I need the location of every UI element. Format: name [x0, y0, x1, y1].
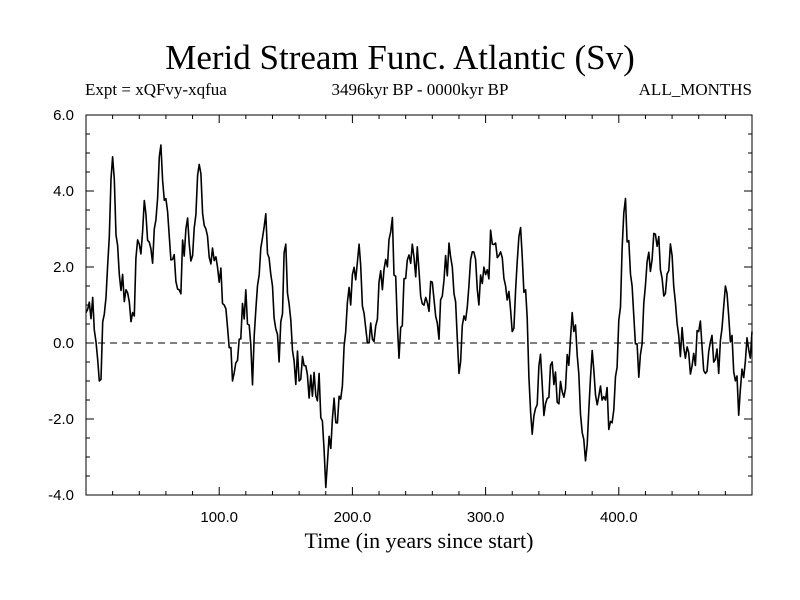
plot-frame [85, 114, 753, 496]
x-tick-label: 300.0 [467, 509, 505, 526]
x-tick-label: 200.0 [334, 509, 372, 526]
y-tick-label: 4.0 [53, 183, 74, 200]
chart-title: Merid Stream Func. Atlantic (Sv) [165, 38, 635, 77]
chart-subtitle-experiment: Expt = xQFvy-xqfua [85, 80, 227, 99]
chart-subtitle-period: 3496kyr BP - 0000kyr BP [331, 80, 509, 99]
y-tick-label: -4.0 [48, 487, 74, 504]
chart-subtitle-months: ALL_MONTHS [638, 80, 752, 99]
y-tick-label: -2.0 [48, 411, 74, 428]
y-tick-label: 2.0 [53, 259, 74, 276]
x-axis-label: Time (in years since start) [304, 528, 534, 553]
series-line [85, 144, 753, 489]
x-tick-label: 400.0 [600, 509, 638, 526]
y-tick-label: 6.0 [53, 107, 74, 124]
x-tick-label: 100.0 [200, 509, 238, 526]
y-tick-label: 0.0 [53, 335, 74, 352]
